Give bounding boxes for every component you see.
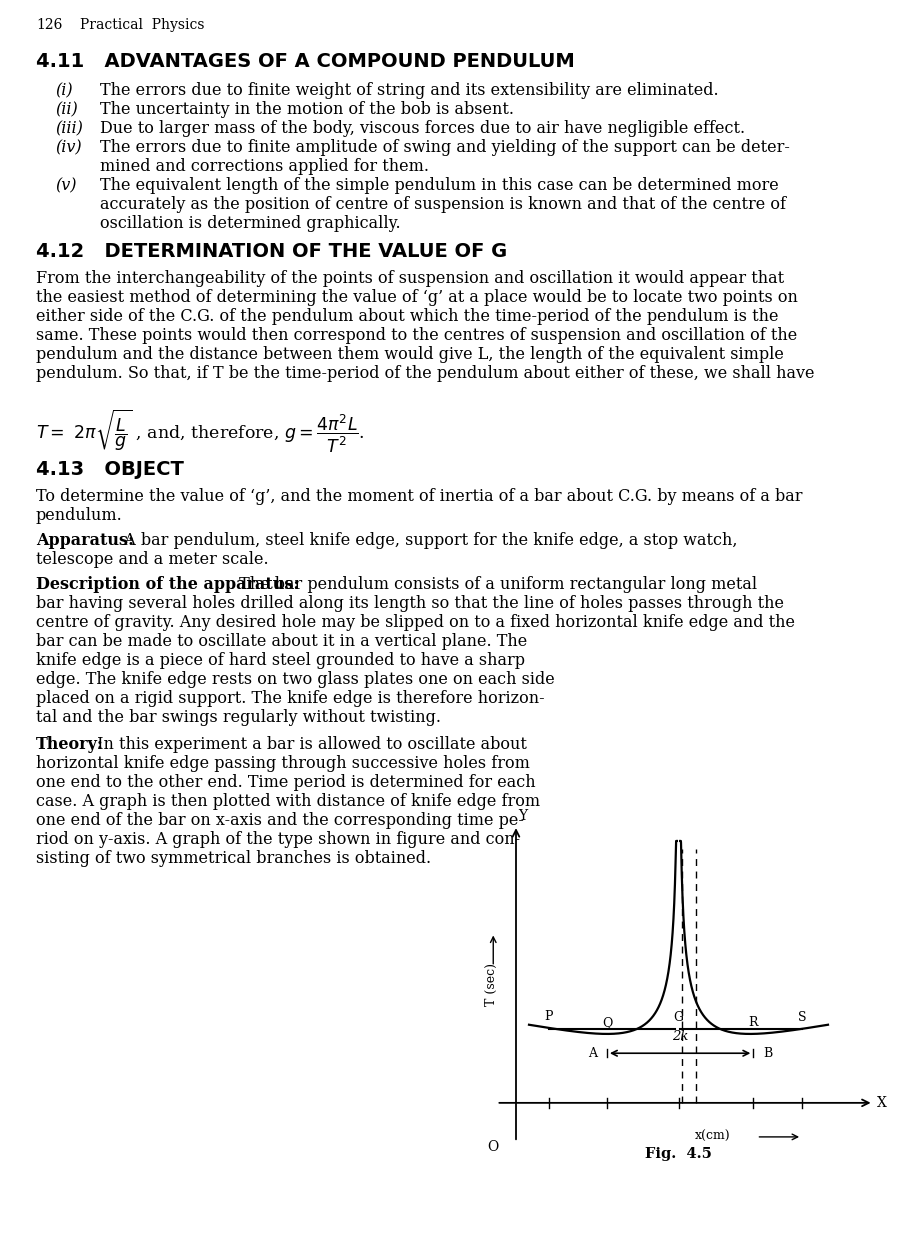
Text: The uncertainty in the motion of the bob is absent.: The uncertainty in the motion of the bob… [100,101,514,118]
Text: knife edge is a piece of hard steel grounded to have a sharp: knife edge is a piece of hard steel grou… [36,652,525,669]
Text: A bar pendulum, steel knife edge, support for the knife edge, a stop watch,: A bar pendulum, steel knife edge, suppor… [114,532,738,549]
Text: 4.13   OBJECT: 4.13 OBJECT [36,460,184,479]
Text: sisting of two symmetrical branches is obtained.: sisting of two symmetrical branches is o… [36,850,431,867]
Text: In this experiment a bar is allowed to oscillate about: In this experiment a bar is allowed to o… [92,736,527,753]
Text: The equivalent length of the simple pendulum in this case can be determined more: The equivalent length of the simple pend… [100,177,778,194]
Text: x(cm): x(cm) [695,1131,731,1143]
Text: T (sec): T (sec) [485,963,498,1006]
Text: $T = \ 2\pi\sqrt{\dfrac{L}{g}}\ $, and, therefore, $g = \dfrac{4\pi^2 L}{T^2}$.: $T = \ 2\pi\sqrt{\dfrac{L}{g}}\ $, and, … [36,408,365,455]
Text: accurately as the position of centre of suspension is known and that of the cent: accurately as the position of centre of … [100,196,786,213]
Text: A: A [588,1046,597,1060]
Text: oscillation is determined graphically.: oscillation is determined graphically. [100,215,401,232]
Text: Y: Y [518,809,527,823]
Text: telescope and a meter scale.: telescope and a meter scale. [36,551,268,568]
Text: case. A graph is then plotted with distance of knife edge from: case. A graph is then plotted with dista… [36,793,540,810]
Text: Apparatus:: Apparatus: [36,532,134,549]
Text: either side of the C.G. of the pendulum about which the time-period of the pendu: either side of the C.G. of the pendulum … [36,308,778,325]
Text: (iv): (iv) [55,139,82,156]
Text: horizontal knife edge passing through successive holes from: horizontal knife edge passing through su… [36,755,530,772]
Text: The errors due to finite amplitude of swing and yielding of the support can be d: The errors due to finite amplitude of sw… [100,139,790,156]
Text: edge. The knife edge rests on two glass plates one on each side: edge. The knife edge rests on two glass … [36,671,555,688]
Text: To determine the value of ‘g’, and the moment of inertia of a bar about C.G. by : To determine the value of ‘g’, and the m… [36,488,803,505]
Text: tal and the bar swings regularly without twisting.: tal and the bar swings regularly without… [36,709,441,726]
Text: Q: Q [602,1015,612,1029]
Text: riod on y-axis. A graph of the type shown in figure and con-: riod on y-axis. A graph of the type show… [36,831,520,848]
Text: pendulum.: pendulum. [36,508,123,524]
Text: mined and corrections applied for them.: mined and corrections applied for them. [100,158,429,175]
Text: X: X [877,1096,887,1109]
Text: 2k: 2k [672,1030,688,1042]
Text: pendulum. So that, if T be the time-period of the pendulum about either of these: pendulum. So that, if T be the time-peri… [36,365,815,382]
Text: Theory:: Theory: [36,736,104,753]
Text: pendulum and the distance between them would give L, the length of the equivalen: pendulum and the distance between them w… [36,346,784,364]
Text: G: G [674,1011,684,1024]
Text: (iii): (iii) [55,120,83,137]
Text: bar can be made to oscillate about it in a vertical plane. The: bar can be made to oscillate about it in… [36,633,527,650]
Text: R: R [749,1015,758,1029]
Text: one end of the bar on x-axis and the corresponding time pe-: one end of the bar on x-axis and the cor… [36,812,523,829]
Text: O: O [487,1139,499,1154]
Text: bar having several holes drilled along its length so that the line of holes pass: bar having several holes drilled along i… [36,594,784,612]
Text: From the interchangeability of the points of suspension and oscillation it would: From the interchangeability of the point… [36,271,784,287]
Text: Fig.  4.5: Fig. 4.5 [645,1148,712,1162]
Text: (ii): (ii) [55,101,77,118]
Text: Practical  Physics: Practical Physics [80,19,205,32]
Text: centre of gravity. Any desired hole may be slipped on to a fixed horizontal knif: centre of gravity. Any desired hole may … [36,614,795,630]
Text: one end to the other end. Time period is determined for each: one end to the other end. Time period is… [36,774,535,791]
Text: 4.12   DETERMINATION OF THE VALUE OF G: 4.12 DETERMINATION OF THE VALUE OF G [36,242,507,261]
Text: same. These points would then correspond to the centres of suspension and oscill: same. These points would then correspond… [36,326,797,344]
Text: Description of the apparatus:: Description of the apparatus: [36,576,299,593]
Text: The bar pendulum consists of a uniform rectangular long metal: The bar pendulum consists of a uniform r… [234,576,757,593]
Text: S: S [797,1010,806,1024]
Text: the easiest method of determining the value of ‘g’ at a place would be to locate: the easiest method of determining the va… [36,289,798,307]
Text: (v): (v) [55,177,77,194]
Text: B: B [763,1046,772,1060]
Text: P: P [544,1010,552,1023]
Text: placed on a rigid support. The knife edge is therefore horizon-: placed on a rigid support. The knife edg… [36,690,544,707]
Text: Due to larger mass of the body, viscous forces due to air have negligible effect: Due to larger mass of the body, viscous … [100,120,745,137]
Text: 4.11   ADVANTAGES OF A COMPOUND PENDULUM: 4.11 ADVANTAGES OF A COMPOUND PENDULUM [36,52,575,71]
Text: 126: 126 [36,19,62,32]
Text: (i): (i) [55,82,73,99]
Text: The errors due to finite weight of string and its extensibility are eliminated.: The errors due to finite weight of strin… [100,82,719,99]
